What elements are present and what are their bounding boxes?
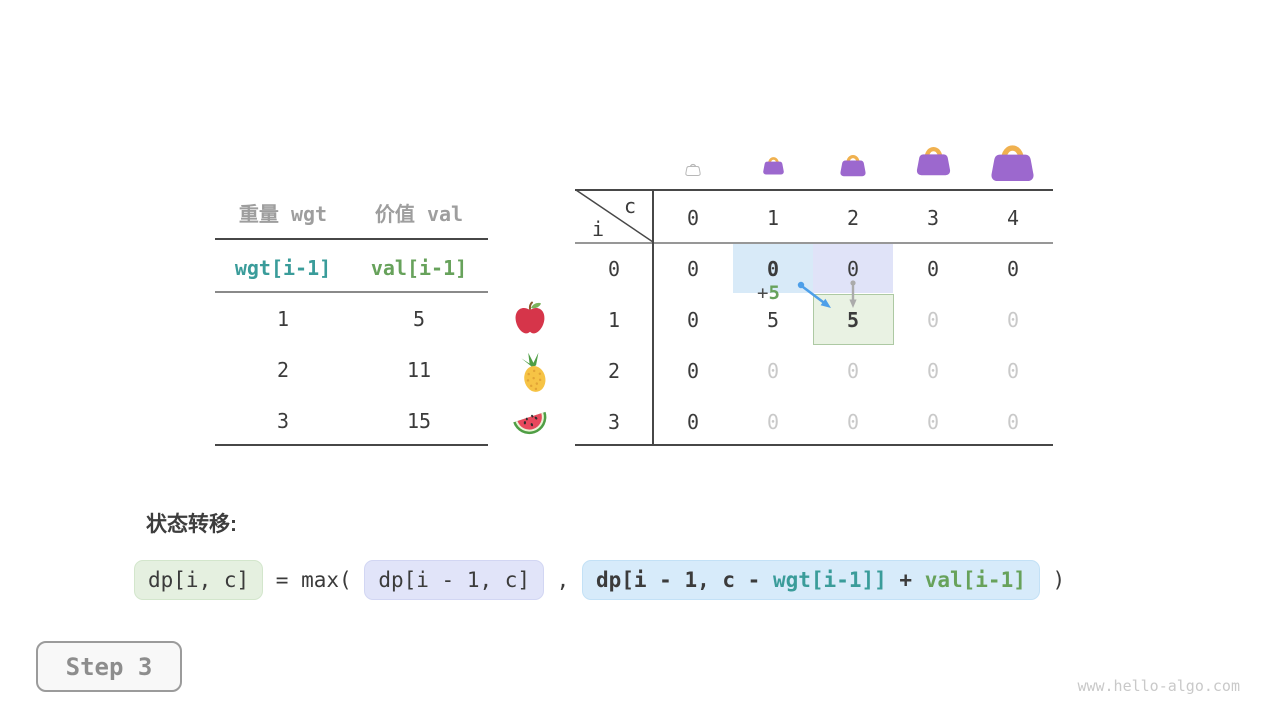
dp-cell-0-2: 0 (846, 257, 860, 281)
transition-arrows (797, 280, 857, 308)
bag-small-icon (762, 154, 785, 175)
items-index-wgt: wgt[i-1] (234, 256, 332, 280)
dp-cell-2-1: 0 (766, 359, 780, 383)
item-row-2-val: 11 (406, 358, 432, 382)
dp-cell-2-2: 0 (846, 359, 860, 383)
step-badge: Step 3 (36, 641, 182, 692)
formula-equals-max: = max( (263, 568, 365, 592)
bag-large-icon (915, 142, 952, 176)
dp-row-header-3: 3 (607, 410, 621, 434)
item-row-1-wgt: 1 (276, 307, 290, 331)
formula-arg2-val: val[i-1] (924, 568, 1026, 592)
transition-section-label: 状态转移: (146, 513, 237, 536)
dp-table-top-rule (575, 189, 1053, 191)
dp-table-vertical-rule (652, 189, 654, 446)
dp-cell-3-0: 0 (686, 410, 700, 434)
formula-arg2-chip: dp[i - 1, c - wgt[i-1]] + val[i-1] (581, 560, 1040, 600)
dp-cell-3-2: 0 (846, 410, 860, 434)
formula-arg2-wgt: wgt[i-1]] (772, 568, 887, 592)
dp-cell-0-3: 0 (926, 257, 940, 281)
corner-col-var: c (623, 194, 637, 218)
dp-col-header-3: 3 (926, 206, 940, 230)
pineapple-icon (515, 351, 553, 395)
plus-sign: + (757, 282, 769, 304)
dp-cell-0-1: 0 (766, 257, 780, 281)
item-row-3-wgt: 3 (276, 409, 290, 433)
dp-cell-1-1: 5 (766, 308, 780, 332)
dp-table-bottom-rule (575, 444, 1053, 446)
dp-cell-1-0: 0 (686, 308, 700, 332)
dp-col-header-0: 0 (686, 206, 700, 230)
corner-row-var: i (591, 217, 605, 241)
diagonal-transfer-arrow-icon (797, 281, 831, 308)
items-table-top-rule (215, 238, 488, 240)
watermelon-icon (510, 403, 550, 439)
dp-cell-1-4: 0 (1006, 308, 1020, 332)
dp-cell-0-0: 0 (686, 257, 700, 281)
dp-cell-0-4: 0 (1006, 257, 1020, 281)
dp-table-header-rule (575, 242, 1053, 244)
added-value: 5 (768, 282, 780, 304)
item-row-3-val: 15 (406, 409, 432, 433)
items-col-header-weight: 重量 wgt (238, 202, 328, 226)
item-row-2-wgt: 2 (276, 358, 290, 382)
dp-col-header-4: 4 (1006, 206, 1020, 230)
formula-arg2-plus: + (886, 568, 925, 592)
bag-medium-icon (839, 151, 867, 177)
dp-cell-2-0: 0 (686, 359, 700, 383)
transition-formula: dp[i, c] = max( dp[i - 1, c] , dp[i - 1,… (134, 560, 1065, 600)
items-table-mid-rule (215, 291, 488, 293)
bag-xlarge-icon (989, 139, 1036, 182)
down-transfer-arrow-icon (849, 280, 857, 308)
bag-empty-icon (685, 161, 701, 176)
formula-comma: , (544, 568, 582, 592)
watermark: www.hello-algo.com (1077, 677, 1240, 695)
dp-col-header-1: 1 (766, 206, 780, 230)
item-row-1-val: 5 (412, 307, 426, 331)
formula-arg1-chip: dp[i - 1, c] (364, 560, 545, 600)
dp-cell-3-1: 0 (766, 410, 780, 434)
plus-value-annotation: +5 (757, 282, 780, 304)
dp-row-header-2: 2 (607, 359, 621, 383)
formula-lhs-chip: dp[i, c] (134, 560, 264, 600)
step-badge-label: Step 3 (65, 652, 153, 681)
dp-cell-2-4: 0 (1006, 359, 1020, 383)
apple-icon (513, 300, 547, 336)
items-index-val: val[i-1] (370, 256, 468, 280)
formula-close-paren: ) (1039, 568, 1066, 592)
dp-cell-1-2: 5 (846, 308, 860, 332)
formula-arg2-dp: dp[i - 1, c - (595, 568, 773, 592)
dp-col-header-2: 2 (846, 206, 860, 230)
dp-row-header-1: 1 (607, 308, 621, 332)
dp-row-header-0: 0 (607, 257, 621, 281)
dp-cell-1-3: 0 (926, 308, 940, 332)
dp-cell-3-4: 0 (1006, 410, 1020, 434)
dp-cell-2-3: 0 (926, 359, 940, 383)
dp-cell-3-3: 0 (926, 410, 940, 434)
corner-diagonal (575, 190, 653, 243)
items-col-header-value: 价值 val (374, 202, 464, 226)
items-table-bottom-rule (215, 444, 488, 446)
